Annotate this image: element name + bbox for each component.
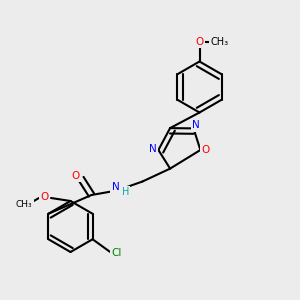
Text: Cl: Cl	[111, 248, 122, 258]
Text: CH₃: CH₃	[210, 37, 228, 47]
Text: O: O	[202, 145, 210, 155]
Text: N: N	[192, 120, 200, 130]
Text: CH₃: CH₃	[16, 200, 33, 209]
Text: O: O	[195, 37, 204, 47]
Text: N: N	[149, 143, 157, 154]
Text: N: N	[112, 182, 119, 193]
Text: O: O	[40, 192, 49, 203]
Text: H: H	[122, 187, 129, 197]
Text: O: O	[71, 171, 80, 181]
